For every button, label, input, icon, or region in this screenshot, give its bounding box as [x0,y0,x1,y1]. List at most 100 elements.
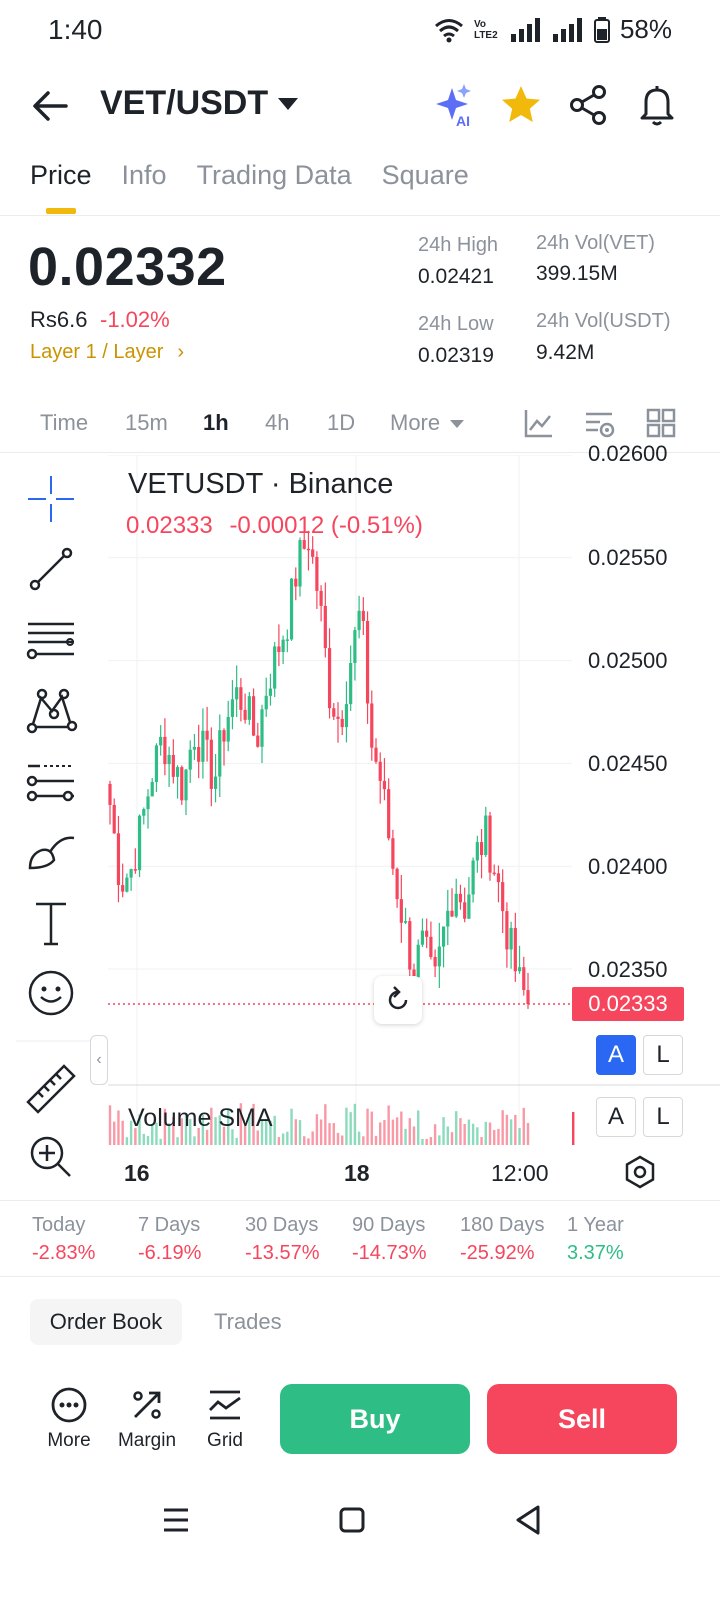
toolbar-collapse-handle[interactable]: ‹ [90,1035,108,1085]
ai-sparkle-icon[interactable]: AI [430,82,476,128]
star-icon[interactable] [498,82,544,128]
home-icon[interactable] [332,1500,372,1540]
log-scale-button[interactable]: L [643,1035,683,1075]
volume-bar [125,1137,129,1145]
candle-body [522,967,526,991]
auto-scale-button[interactable]: A [596,1035,636,1075]
candle-body [315,556,319,591]
page-tabs: Price Info Trading Data Square [30,160,469,191]
ohlc-change: -0.00012 [229,512,325,539]
recent-apps-icon[interactable] [156,1500,196,1540]
sell-button[interactable]: Sell [487,1384,677,1454]
interval-15m[interactable]: 15m [125,410,168,435]
volte-badge: Vo LTE2 [473,18,498,41]
volume-bar [189,1119,192,1145]
volume-bar [332,1123,335,1145]
emoji-icon[interactable] [24,966,78,1020]
candle-body [488,815,492,873]
tab-square[interactable]: Square [381,160,469,190]
tab-trading-data[interactable]: Trading Data [196,160,352,190]
brush-icon[interactable] [24,826,78,880]
candle-body [454,893,458,917]
bell-icon[interactable] [634,82,680,128]
candle-body [239,687,243,710]
indicator-icon[interactable] [522,406,556,440]
candle-body [180,767,184,801]
ohlc-price: 0.02333 [126,512,213,539]
interval-1d[interactable]: 1D [327,410,356,435]
ruler-icon[interactable] [24,1062,78,1116]
volume-bar [184,1115,188,1145]
candlestick-series [108,530,530,1009]
grid-button[interactable]: Grid [190,1386,260,1452]
horizontal-lines-icon[interactable] [24,612,78,666]
tab-price[interactable]: Price [30,160,92,190]
volume-bar [387,1105,390,1145]
volume-bar [341,1135,344,1145]
chart-settings-icon[interactable] [582,406,618,440]
layout-grid-icon[interactable] [644,406,678,440]
more-button[interactable]: More [34,1386,104,1452]
volume-bar [197,1128,200,1145]
volume-bar [248,1113,251,1145]
pair-dropdown-caret-icon[interactable] [278,98,298,110]
pair-title[interactable]: VET/USDT [100,84,269,122]
volume-log-scale-button[interactable]: L [643,1097,683,1137]
chart-config-hexagon-icon[interactable] [622,1154,658,1190]
crosshair-icon[interactable] [24,472,78,526]
candle-body [264,695,268,710]
low-value: 0.02319 [418,344,494,367]
volume-bar [243,1124,247,1145]
volume-bar [210,1107,213,1145]
candle-body [378,761,382,781]
interval-4h[interactable]: 4h [265,410,290,435]
interval-time[interactable]: Time [40,410,89,435]
volume-bar [433,1124,437,1145]
buy-button[interactable]: Buy [280,1384,470,1454]
grid-trading-icon [209,1390,241,1420]
share-icon[interactable] [566,82,612,128]
volume-bar [484,1121,487,1145]
category-tag-link[interactable]: Layer 1 / Layer › [30,341,184,364]
high-label: 24h High [418,234,499,256]
trend-line-icon[interactable] [24,542,78,596]
tab-order-book[interactable]: Order Book [30,1299,182,1345]
margin-button[interactable]: Margin [112,1386,182,1452]
back-arrow-icon[interactable] [30,84,70,128]
candle-body [251,696,256,736]
volume-bar [336,1132,340,1145]
nav-back-icon[interactable] [508,1500,548,1540]
interval-more[interactable]: More [390,410,465,436]
perf-label: 90 Days [352,1214,426,1236]
volume-bar [273,1115,276,1145]
fib-retracement-icon[interactable] [24,754,78,808]
volume-bar [518,1128,521,1145]
category-tag-label: Layer 1 / Layer [30,341,164,363]
candle-body [277,646,281,653]
tab-trades[interactable]: Trades [214,1309,282,1334]
tab-info[interactable]: Info [121,160,167,190]
volume-bar [366,1108,369,1145]
ohlc-readout: 0.02333 -0.00012 (-0.51%) [126,512,423,540]
candle-body [222,730,226,742]
battery-icon [593,16,610,43]
more-label: More [47,1430,91,1451]
volume-auto-scale-button[interactable]: A [596,1097,636,1137]
volume-bar [311,1131,314,1145]
volume-bar [379,1122,382,1145]
text-tool-icon[interactable] [24,896,78,950]
zoom-in-icon[interactable] [24,1130,78,1184]
price-chart[interactable] [0,455,720,1200]
interval-more-label: More [390,410,441,435]
interval-1h[interactable]: 1h [203,410,229,435]
status-time: 1:40 [48,14,103,45]
pattern-icon[interactable] [24,684,78,738]
candle-body [108,783,112,805]
reset-chart-button[interactable] [374,976,422,1024]
high-value: 0.02421 [418,265,494,288]
candle-body [188,749,192,770]
candle-body [340,718,344,728]
volume-bar [256,1130,259,1145]
candle-body [243,709,247,720]
volume-bar [497,1128,500,1145]
